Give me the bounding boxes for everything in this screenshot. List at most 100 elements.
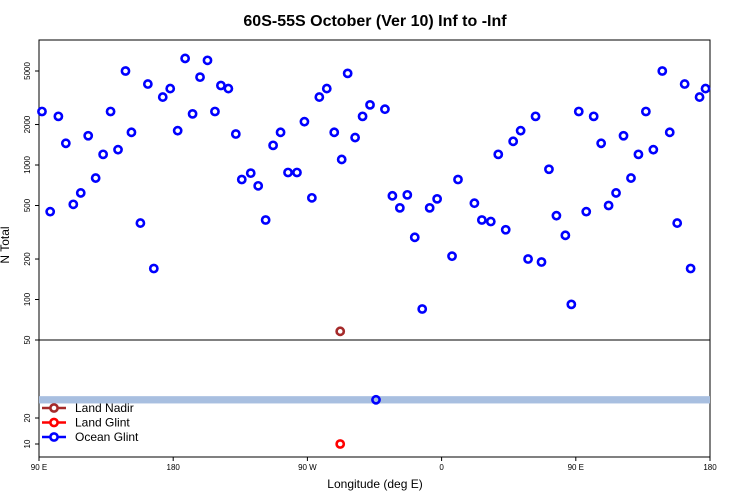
x-axis-label: Longitude (deg E) xyxy=(327,477,422,491)
data-point xyxy=(83,130,94,141)
data-point xyxy=(672,218,683,228)
y-tick-label: 20 xyxy=(23,413,32,422)
data-point xyxy=(357,111,368,122)
data-point xyxy=(573,106,584,117)
data-point xyxy=(618,130,629,141)
data-point xyxy=(485,216,496,227)
data-point xyxy=(180,53,191,64)
data-point xyxy=(68,199,79,210)
data-point xyxy=(402,189,413,200)
lower-plot-panel xyxy=(38,339,711,458)
data-point xyxy=(37,106,47,117)
data-point xyxy=(500,224,511,235)
data-point xyxy=(336,154,347,165)
legend-label: Ocean Glint xyxy=(75,430,139,444)
x-tick-label: 180 xyxy=(167,463,181,472)
data-point xyxy=(172,125,183,136)
x-tick-label: 0 xyxy=(439,463,444,472)
data-point xyxy=(596,138,607,149)
data-point xyxy=(187,108,198,119)
data-point xyxy=(476,215,487,225)
y-axis-label: N Total xyxy=(0,226,12,263)
data-point xyxy=(453,174,463,185)
x-tick-label: 90 W xyxy=(298,463,317,472)
data-points xyxy=(37,53,711,449)
data-point xyxy=(350,132,361,143)
data-point xyxy=(321,83,332,94)
data-point xyxy=(335,439,346,449)
upper-plot-panel xyxy=(38,39,711,341)
data-point xyxy=(53,111,64,122)
data-point xyxy=(245,168,256,179)
data-point xyxy=(515,125,526,136)
data-point xyxy=(216,80,226,91)
data-point xyxy=(560,230,571,241)
data-point xyxy=(544,164,554,175)
data-point xyxy=(306,192,317,203)
data-point xyxy=(98,149,109,160)
data-point xyxy=(275,127,286,138)
data-point xyxy=(253,180,264,191)
y-tick-label: 5000 xyxy=(23,62,32,80)
data-point xyxy=(536,257,547,267)
data-point xyxy=(230,129,241,139)
data-point xyxy=(365,99,375,110)
data-point xyxy=(530,111,541,122)
data-point xyxy=(380,104,390,115)
data-point xyxy=(648,144,659,155)
data-point xyxy=(626,173,636,183)
data-point xyxy=(685,263,696,274)
data-point xyxy=(493,149,504,160)
data-point xyxy=(113,144,123,155)
data-point xyxy=(523,254,533,264)
data-point xyxy=(566,299,577,310)
data-point xyxy=(90,173,101,183)
data-point xyxy=(105,106,116,117)
data-point xyxy=(588,111,599,122)
data-point xyxy=(700,83,711,94)
data-point xyxy=(664,127,675,138)
data-point xyxy=(223,83,234,94)
data-point xyxy=(126,127,137,138)
data-point xyxy=(447,251,457,262)
data-point xyxy=(202,55,213,66)
data-point xyxy=(314,92,325,102)
data-point xyxy=(283,167,293,178)
legend-label: Land Nadir xyxy=(75,401,134,415)
data-point xyxy=(581,206,592,217)
data-point xyxy=(633,149,644,160)
data-point xyxy=(292,167,302,178)
y-tick-label: 200 xyxy=(23,252,32,266)
y-tick-label: 2000 xyxy=(23,115,32,133)
data-point xyxy=(611,188,621,198)
x-tick-label: 90 E xyxy=(31,463,47,472)
y-tick-label: 100 xyxy=(23,292,32,306)
lower-panel-band xyxy=(39,396,710,404)
legend-marker xyxy=(49,417,59,428)
y-tick-label: 50 xyxy=(23,335,32,344)
data-point xyxy=(432,193,443,204)
data-point xyxy=(260,215,271,225)
x-tick-label: 90 E xyxy=(568,463,584,472)
legend-marker xyxy=(49,403,59,413)
data-point xyxy=(195,72,205,83)
data-point xyxy=(157,92,168,102)
data-point xyxy=(135,218,146,228)
data-point xyxy=(268,140,279,151)
x-axis: 90 E 180 90 W 0 90 E 180 xyxy=(31,457,717,472)
legend-marker xyxy=(49,432,59,442)
y-axis: 50 100 200 500 1000 2000 5000 10 20 xyxy=(23,62,39,448)
data-point xyxy=(142,79,153,89)
upper-panel-frame xyxy=(38,39,711,341)
data-point xyxy=(640,106,651,117)
chart-title: 60S-55S October (Ver 10) Inf to -Inf xyxy=(243,13,507,30)
data-point xyxy=(409,232,420,243)
data-point xyxy=(120,66,131,76)
x-tick-label: 180 xyxy=(703,463,717,472)
data-point xyxy=(45,206,56,217)
data-point xyxy=(236,174,247,185)
data-point xyxy=(679,79,690,89)
data-point xyxy=(603,200,614,211)
